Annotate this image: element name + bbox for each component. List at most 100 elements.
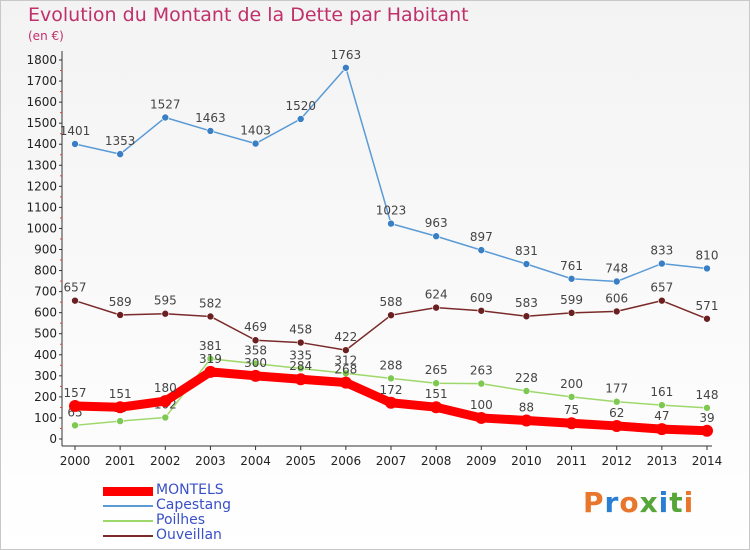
x-tick-label: 2003 xyxy=(195,454,226,468)
data-point-poilhes xyxy=(71,421,79,430)
legend-label-ouveillan: Ouveillan xyxy=(156,527,222,543)
data-label-poilhes: 148 xyxy=(696,388,719,402)
data-point-capestang xyxy=(161,113,170,122)
y-tick-label: 1800 xyxy=(26,53,57,67)
data-point-ouveillan xyxy=(477,306,486,315)
proxiti-logo: Proxiti xyxy=(583,486,694,519)
y-tick-label: 700 xyxy=(34,285,57,299)
data-label-montels: 180 xyxy=(154,381,177,395)
data-label-poilhes: 335 xyxy=(289,348,312,362)
x-tick-label: 2004 xyxy=(240,454,271,468)
data-point-capestang xyxy=(342,63,350,72)
data-point-ouveillan xyxy=(116,311,124,319)
data-label-ouveillan: 599 xyxy=(560,293,583,307)
data-label-ouveillan: 624 xyxy=(425,288,448,302)
data-point-poilhes xyxy=(612,397,621,406)
data-point-poilhes xyxy=(161,413,170,422)
data-point-poilhes xyxy=(251,359,260,368)
logo-letter: o xyxy=(619,486,640,519)
data-point-capestang xyxy=(477,246,486,254)
x-tick-label: 2006 xyxy=(331,454,362,468)
data-point-poilhes xyxy=(522,387,531,395)
data-label-poilhes: 161 xyxy=(650,385,673,399)
legend-swatch-montels xyxy=(103,486,153,496)
data-point-capestang xyxy=(612,277,621,286)
logo-letter: P xyxy=(583,486,605,519)
legend-item-capestang: Capestang xyxy=(103,497,363,513)
data-label-capestang: 963 xyxy=(425,216,448,230)
y-tick-label: 0 xyxy=(49,432,57,446)
data-point-ouveillan xyxy=(658,296,666,305)
data-point-montels xyxy=(565,417,578,430)
data-point-capestang xyxy=(71,140,79,148)
data-point-ouveillan xyxy=(387,311,395,319)
data-point-montels xyxy=(655,423,668,436)
data-point-ouveillan xyxy=(612,307,621,316)
x-tick-label: 2012 xyxy=(601,454,632,468)
y-tick-label: 300 xyxy=(34,369,57,383)
data-point-capestang xyxy=(432,232,440,241)
data-label-ouveillan: 595 xyxy=(154,294,177,308)
data-point-poilhes xyxy=(432,379,440,388)
x-tick-label: 2008 xyxy=(421,454,452,468)
y-tick-label: 1600 xyxy=(26,95,57,109)
data-label-ouveillan: 609 xyxy=(470,291,493,305)
y-tick-label: 200 xyxy=(34,390,57,404)
y-tick-label: 1400 xyxy=(26,137,57,151)
data-point-montels xyxy=(385,396,397,409)
y-tick-label: 1100 xyxy=(26,200,57,214)
legend-label-poilhes: Poilhes xyxy=(156,512,206,528)
data-label-ouveillan: 606 xyxy=(605,291,628,305)
data-label-capestang: 1023 xyxy=(376,204,407,218)
data-label-capestang: 833 xyxy=(650,244,673,258)
data-label-montels: 75 xyxy=(564,403,579,417)
legend-label-montels: MONTELS xyxy=(156,482,224,498)
data-point-capestang xyxy=(567,274,576,283)
data-label-montels: 319 xyxy=(199,352,222,366)
y-tick-label: 600 xyxy=(34,306,57,320)
data-label-poilhes: 228 xyxy=(515,371,538,385)
y-tick-label: 1300 xyxy=(26,158,57,172)
data-label-montels: 157 xyxy=(64,386,87,400)
data-label-ouveillan: 571 xyxy=(696,299,719,313)
data-label-poilhes: 265 xyxy=(425,363,448,377)
data-point-capestang xyxy=(522,260,531,268)
data-label-capestang: 761 xyxy=(560,259,583,273)
data-point-montels xyxy=(701,424,713,437)
data-point-poilhes xyxy=(658,401,666,409)
data-label-capestang: 1763 xyxy=(331,48,362,62)
x-tick-label: 2005 xyxy=(285,454,316,468)
data-label-poilhes: 200 xyxy=(560,377,583,391)
data-label-capestang: 1527 xyxy=(150,97,181,111)
data-label-capestang: 1463 xyxy=(195,111,226,125)
data-point-poilhes xyxy=(567,393,576,401)
data-label-capestang: 1520 xyxy=(285,99,316,113)
x-tick-label: 2011 xyxy=(556,454,587,468)
legend-label-capestang: Capestang xyxy=(156,497,231,513)
y-tick-label: 1500 xyxy=(26,116,57,130)
logo-letter: t xyxy=(669,486,684,519)
legend-swatch-capestang xyxy=(103,505,153,507)
x-tick-label: 2010 xyxy=(511,454,542,468)
data-label-poilhes: 263 xyxy=(470,364,493,378)
data-point-poilhes xyxy=(387,374,395,383)
data-point-montels xyxy=(339,376,352,389)
chart-title: Evolution du Montant de la Dette par Hab… xyxy=(28,4,469,26)
data-point-capestang xyxy=(251,139,260,148)
chart-subtitle: (en €) xyxy=(28,29,64,43)
data-label-capestang: 1403 xyxy=(240,124,271,138)
data-point-montels xyxy=(204,365,217,378)
legend-swatch-ouveillan xyxy=(103,535,153,537)
y-tick-label: 1700 xyxy=(26,74,57,88)
data-label-capestang: 1353 xyxy=(105,134,136,148)
y-tick-label: 100 xyxy=(34,411,57,425)
data-label-montels: 284 xyxy=(289,359,312,373)
data-point-ouveillan xyxy=(296,338,305,347)
data-label-ouveillan: 583 xyxy=(515,296,538,310)
data-label-poilhes: 358 xyxy=(244,344,267,358)
data-point-montels xyxy=(430,401,443,414)
x-tick-label: 2000 xyxy=(60,454,91,468)
data-point-capestang xyxy=(703,264,711,273)
y-tick-label: 800 xyxy=(34,264,57,278)
